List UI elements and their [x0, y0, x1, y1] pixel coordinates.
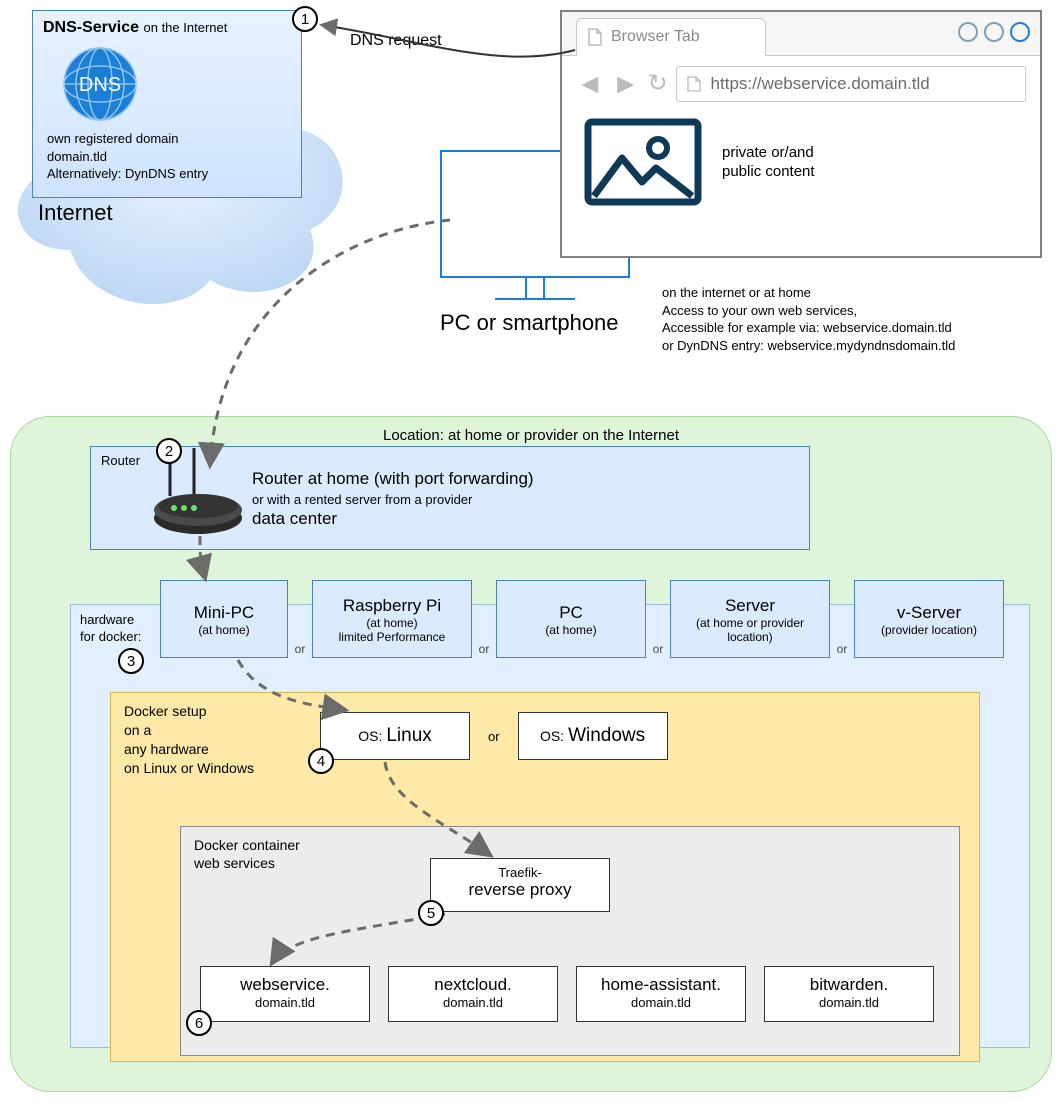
or-label: or	[288, 580, 312, 658]
url-text: https://webservice.domain.tld	[711, 74, 930, 94]
content-text: private or/and public content	[722, 143, 815, 182]
hardware-card: PC(at home)	[496, 580, 646, 658]
browser-window: Browser Tab ◄ ► ↻ https://webservice.dom…	[560, 10, 1042, 258]
image-icon	[584, 118, 702, 206]
docker-label: Docker setup on a any hardware on Linux …	[124, 702, 254, 778]
file-icon	[687, 76, 701, 92]
hardware-card: Server(at home or provider location)	[670, 580, 830, 658]
browser-tabbar: Browser Tab	[562, 12, 1040, 56]
reload-icon[interactable]: ↻	[647, 72, 667, 96]
hardware-card: Raspberry Pi(at home) limited Performanc…	[312, 580, 472, 658]
pc-label: PC or smartphone	[440, 310, 619, 336]
file-icon	[587, 28, 603, 46]
hardware-row: Mini-PC(at home)orRaspberry Pi(at home) …	[160, 580, 1030, 658]
os-linux: OS:Linux	[320, 712, 470, 760]
browser-toolbar: ◄ ► ↻ https://webservice.domain.tld	[562, 56, 1040, 112]
browser-tab[interactable]: Browser Tab	[576, 18, 766, 56]
tab-label: Browser Tab	[611, 28, 700, 46]
dns-globe-icon: DNS	[61, 45, 291, 126]
badge-3: 3	[118, 648, 144, 674]
os-windows: OS:Windows	[518, 712, 668, 760]
window-controls[interactable]	[958, 22, 1030, 42]
hardware-card: Mini-PC(at home)	[160, 580, 288, 658]
os-or: or	[488, 729, 500, 744]
dns-title: DNS-Service on the Internet	[43, 19, 291, 37]
monitor-stand	[525, 278, 545, 300]
badge-2: 2	[156, 438, 182, 464]
hardware-label: hardware for docker:	[80, 612, 141, 646]
back-icon[interactable]: ◄	[576, 70, 604, 98]
service-box: home-assistant.domain.tld	[576, 966, 746, 1022]
or-label: or	[830, 580, 854, 658]
svg-text:DNS: DNS	[79, 74, 121, 96]
container-label: Docker container web services	[194, 836, 300, 872]
badge-5: 5	[418, 900, 444, 926]
browser-content: private or/and public content	[562, 112, 1040, 212]
address-bar[interactable]: https://webservice.domain.tld	[676, 66, 1026, 102]
forward-icon[interactable]: ►	[612, 70, 640, 98]
or-label: or	[472, 580, 496, 658]
access-description: on the internet or at home Access to you…	[662, 284, 955, 354]
internet-label: Internet	[38, 200, 113, 226]
services-row: webservice.domain.tld nextcloud.domain.tl…	[200, 966, 934, 1022]
diagram-root: DNS-Service on the Internet DNS own regi…	[0, 0, 1063, 1103]
dns-service-box: DNS-Service on the Internet DNS own regi…	[32, 10, 302, 198]
badge-1: 1	[292, 6, 318, 32]
router-description: Router at home (with port forwarding) or…	[252, 468, 534, 531]
or-label: or	[646, 580, 670, 658]
hardware-card: v-Server(provider location)	[854, 580, 1004, 658]
traefik-box: Traefik- reverse proxy	[430, 858, 610, 912]
badge-6: 6	[186, 1010, 212, 1036]
service-box: webservice.domain.tld	[200, 966, 370, 1022]
dns-request-label: DNS request	[350, 32, 442, 50]
badge-4: 4	[308, 748, 334, 774]
os-row: OS:Linux or OS:Windows	[320, 712, 668, 760]
monitor-base	[495, 298, 575, 300]
service-box: bitwarden.domain.tld	[764, 966, 934, 1022]
dns-description: own registered domain domain.tld Alterna…	[47, 130, 291, 183]
service-box: nextcloud.domain.tld	[388, 966, 558, 1022]
